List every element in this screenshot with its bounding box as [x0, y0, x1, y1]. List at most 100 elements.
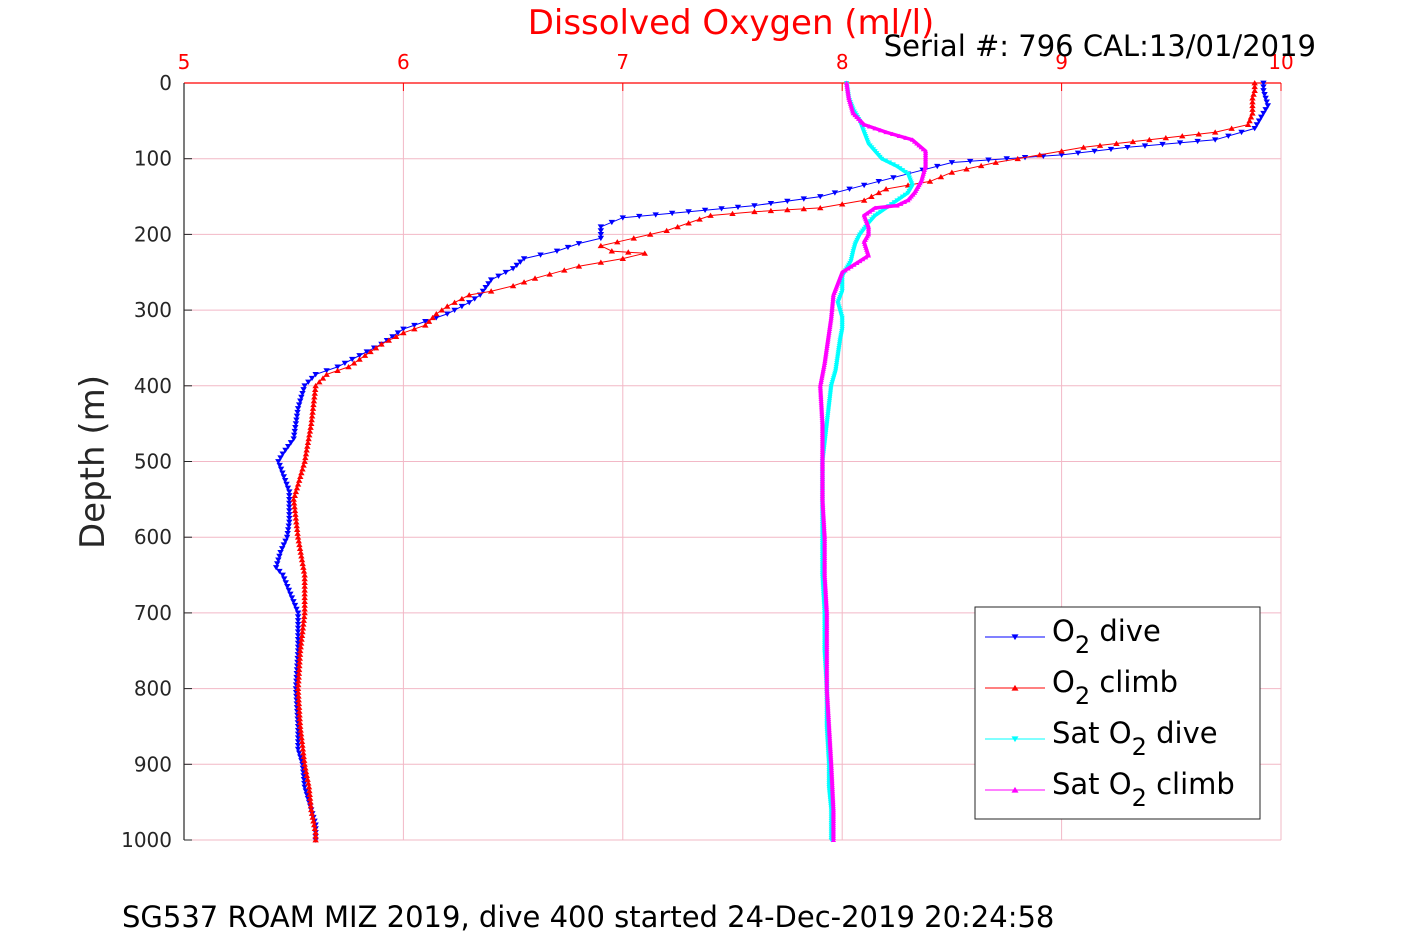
data-point	[307, 424, 314, 430]
data-point	[274, 561, 281, 567]
data-point	[312, 829, 319, 835]
data-point	[302, 788, 309, 794]
data-point	[301, 572, 308, 578]
data-point	[296, 708, 303, 714]
data-point	[902, 169, 908, 175]
data-point	[1246, 117, 1253, 124]
data-point	[685, 220, 692, 226]
data-point	[821, 362, 827, 367]
y-tick-label: 700	[134, 601, 172, 625]
data-point	[287, 440, 295, 446]
data-point	[301, 383, 308, 389]
data-point	[276, 462, 283, 469]
data-point	[1244, 121, 1252, 128]
data-point	[817, 205, 824, 211]
data-point	[513, 262, 520, 269]
data-point	[279, 470, 286, 476]
data-point	[310, 398, 318, 404]
data-point	[299, 628, 306, 635]
data-point	[487, 288, 495, 294]
data-point	[293, 522, 300, 529]
data-point	[308, 420, 315, 427]
data-point	[293, 519, 300, 525]
data-point	[294, 534, 302, 540]
data-point	[897, 196, 903, 201]
data-point	[854, 260, 860, 265]
data-point	[864, 211, 870, 216]
data-point	[299, 746, 307, 752]
y-tick-label: 1000	[121, 828, 172, 852]
y-tick-label: 600	[134, 525, 172, 549]
data-point	[276, 568, 283, 575]
data-point	[820, 368, 826, 373]
data-point	[294, 625, 302, 631]
data-point	[899, 168, 906, 173]
data-point	[392, 333, 400, 339]
data-point	[899, 194, 906, 199]
data-point	[894, 203, 900, 208]
data-point	[281, 478, 289, 484]
data-point	[307, 803, 315, 809]
data-point	[287, 591, 294, 597]
data-point	[822, 360, 828, 366]
data-point	[301, 579, 308, 586]
data-point	[286, 496, 293, 503]
data-point	[305, 379, 312, 385]
data-point	[293, 485, 301, 491]
data-point	[294, 621, 302, 628]
data-point	[869, 207, 875, 212]
data-point	[295, 538, 302, 544]
data-point	[1262, 95, 1269, 102]
legend-entry: O2 dive	[985, 614, 1161, 659]
data-point	[300, 462, 307, 468]
data-point	[294, 640, 302, 647]
data-point	[301, 458, 308, 464]
data-point	[517, 259, 524, 265]
data-point	[309, 409, 316, 415]
data-point	[291, 602, 299, 609]
data-point	[937, 173, 945, 180]
data-point	[286, 504, 293, 510]
data-point	[323, 368, 330, 374]
data-point	[304, 439, 312, 445]
data-point	[294, 610, 302, 616]
data-point	[865, 253, 872, 258]
data-point	[828, 317, 834, 322]
data-point	[1249, 99, 1256, 105]
data-point	[1195, 131, 1202, 137]
data-point	[630, 235, 637, 241]
data-point	[825, 339, 831, 345]
data-point	[301, 610, 308, 616]
data-point	[291, 432, 298, 438]
data-point	[294, 746, 302, 753]
data-point	[1194, 138, 1201, 145]
data-point	[306, 791, 313, 797]
data-point	[305, 435, 312, 442]
data-point	[828, 311, 835, 316]
data-point	[1255, 118, 1263, 124]
data-point	[300, 769, 307, 775]
data-point	[295, 750, 303, 756]
data-point	[872, 205, 878, 210]
data-point	[828, 319, 834, 324]
data-point	[411, 326, 418, 332]
data-point	[822, 358, 828, 364]
data-point	[291, 504, 298, 510]
data-point	[819, 373, 825, 379]
data-point	[293, 606, 300, 612]
data-point	[828, 313, 835, 318]
data-point	[294, 618, 302, 624]
data-point	[800, 205, 808, 212]
data-point	[636, 213, 643, 220]
data-point	[674, 223, 681, 230]
data-point	[1251, 80, 1258, 86]
x-axis-label: Dissolved Oxygen (ml/l)	[528, 3, 935, 43]
data-point	[285, 527, 292, 533]
data-point	[298, 394, 305, 401]
data-point	[888, 202, 895, 207]
data-point	[294, 409, 301, 416]
data-point	[285, 443, 292, 450]
data-point	[295, 704, 303, 710]
data-point	[1113, 140, 1120, 146]
data-point	[1249, 110, 1256, 116]
